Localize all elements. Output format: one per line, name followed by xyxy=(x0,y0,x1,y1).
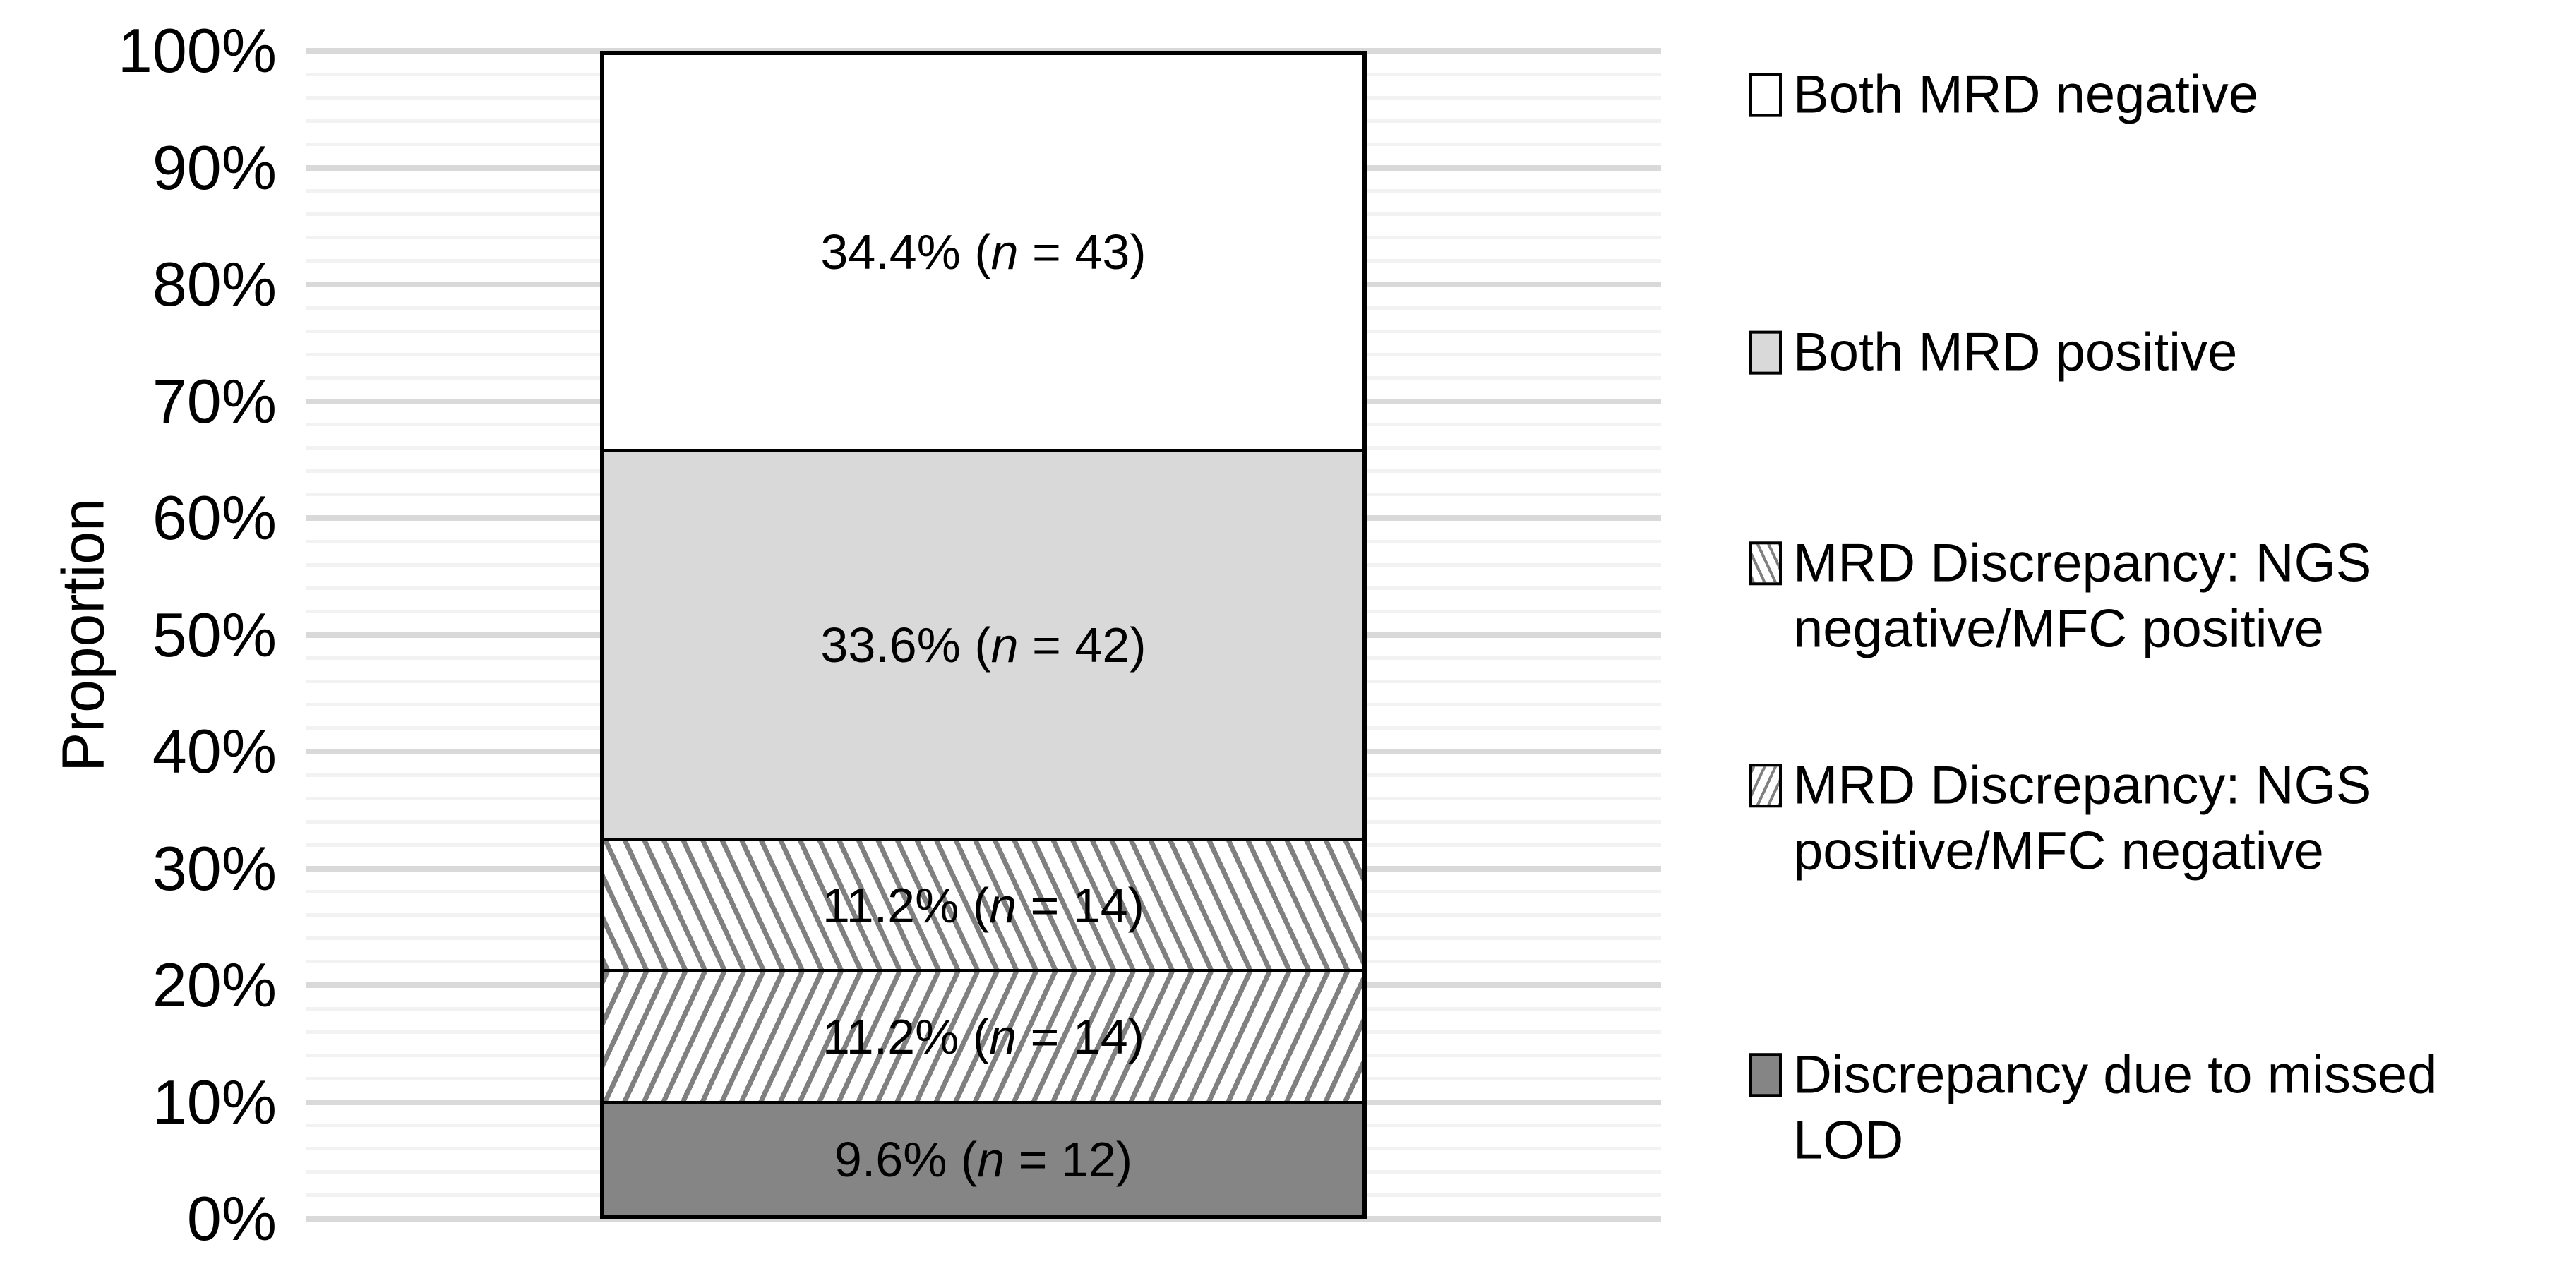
segment-label: 9.6% (n = 12) xyxy=(834,1132,1133,1188)
legend-swatch-icon xyxy=(1749,1053,1782,1097)
bar-segment-4: 11.2% (n = 14) xyxy=(604,969,1362,1102)
bar-segment-2: 33.6% (n = 42) xyxy=(604,449,1362,838)
y-tick-label: 70% xyxy=(152,366,277,436)
y-tick-label: 80% xyxy=(152,249,277,319)
segment-label: 11.2% (n = 14) xyxy=(822,1009,1144,1065)
legend-label: Both MRD negative xyxy=(1793,64,2258,125)
y-tick-label: 40% xyxy=(152,716,277,786)
legend-label: Both MRD positive xyxy=(1793,322,2238,382)
y-tick-label: 50% xyxy=(152,599,277,670)
y-tick-label: 90% xyxy=(152,132,277,203)
legend-label: MRD Discrepancy: NGS negative/MFC positi… xyxy=(1793,533,2372,658)
y-tick-label: 20% xyxy=(152,950,277,1020)
legend-item-3: MRD Discrepancy: NGS negative/MFC positi… xyxy=(1749,531,2541,661)
bar-segment-3: 11.2% (n = 14) xyxy=(604,837,1362,970)
y-axis-title: Proportion xyxy=(49,498,116,772)
y-tick-label: 100% xyxy=(117,16,277,85)
legend-item-2: Both MRD positive xyxy=(1749,320,2237,386)
legend-swatch-icon xyxy=(1749,541,1782,586)
stacked-bar: 34.4% (n = 43) 33.6% (n = 42) 11.2% (n = 1… xyxy=(600,51,1367,1219)
legend-label: Discrepancy due to missed LOD xyxy=(1793,1044,2438,1170)
legend-swatch-icon xyxy=(1749,764,1782,808)
legend-item-5: Discrepancy due to missed LOD xyxy=(1749,1042,2541,1173)
bar-segment-1: 34.4% (n = 43) xyxy=(604,55,1362,450)
legend-item-1: Both MRD negative xyxy=(1749,63,2258,128)
major-gridline xyxy=(306,1216,1661,1222)
legend-item-4: MRD Discrepancy: NGS positive/MFC negati… xyxy=(1749,753,2541,884)
y-tick-label: 0% xyxy=(186,1183,277,1253)
y-tick-label: 10% xyxy=(152,1066,277,1137)
y-tick-label: 60% xyxy=(152,483,277,553)
y-tick-label: 30% xyxy=(152,833,277,903)
segment-label: 33.6% (n = 42) xyxy=(820,617,1146,673)
legend-label: MRD Discrepancy: NGS positive/MFC negati… xyxy=(1793,755,2372,881)
segment-label: 34.4% (n = 43) xyxy=(820,224,1146,280)
segment-label: 11.2% (n = 14) xyxy=(822,877,1144,933)
bar-segment-5: 9.6% (n = 12) xyxy=(604,1101,1362,1215)
legend-swatch-icon xyxy=(1749,330,1782,375)
legend-swatch-icon xyxy=(1749,73,1782,117)
